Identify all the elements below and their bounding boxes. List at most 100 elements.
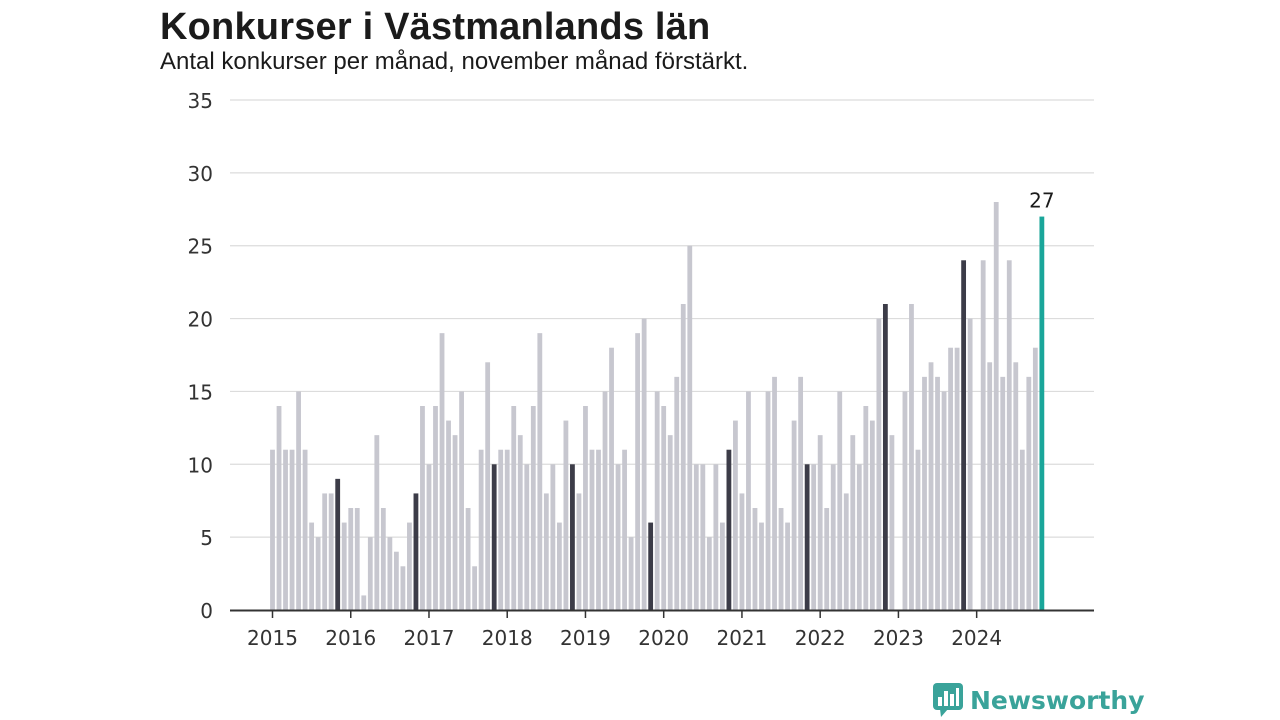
bar xyxy=(928,362,934,610)
bar xyxy=(863,406,869,610)
bar xyxy=(830,464,836,610)
bar xyxy=(824,508,830,610)
bar xyxy=(719,522,725,610)
bar xyxy=(341,522,347,610)
bar xyxy=(602,391,608,610)
bar-chart-speech-bubble-icon xyxy=(933,683,963,717)
bar xyxy=(387,537,393,610)
bar xyxy=(687,245,693,610)
bar xyxy=(472,566,478,610)
bar xyxy=(889,435,895,610)
bar xyxy=(322,493,328,610)
bar xyxy=(987,362,993,610)
bar xyxy=(693,464,699,610)
bar xyxy=(817,435,823,610)
bar xyxy=(615,464,621,610)
x-tick-label: 2020 xyxy=(638,626,689,650)
brand-logo: Newsworthy xyxy=(932,682,1145,718)
bar xyxy=(765,391,771,610)
bar xyxy=(700,464,706,610)
bar xyxy=(635,333,641,610)
bar xyxy=(426,464,432,610)
bar xyxy=(856,464,862,610)
bar xyxy=(576,493,582,610)
bar xyxy=(433,406,438,610)
bar xyxy=(413,493,419,610)
bar xyxy=(361,595,367,610)
bar xyxy=(504,449,510,610)
bar xyxy=(302,449,308,610)
bar xyxy=(759,522,764,610)
bar xyxy=(393,551,399,610)
bar xyxy=(296,391,301,610)
bar xyxy=(348,508,354,610)
bar xyxy=(941,391,947,610)
bar xyxy=(465,508,471,610)
bar xyxy=(1019,449,1025,610)
bar xyxy=(1039,216,1045,611)
bar xyxy=(328,493,334,610)
bar xyxy=(980,260,986,610)
bar xyxy=(530,406,536,610)
bar xyxy=(309,522,315,610)
bar xyxy=(778,508,784,610)
bar xyxy=(1032,347,1038,610)
bar xyxy=(876,318,882,610)
bar xyxy=(967,318,973,610)
bar xyxy=(954,347,960,610)
y-tick-label: 35 xyxy=(188,89,213,113)
bar xyxy=(948,347,953,610)
bar xyxy=(961,260,967,610)
bar xyxy=(374,435,380,610)
bar xyxy=(746,391,751,610)
bar xyxy=(902,391,908,610)
bar xyxy=(420,406,425,610)
bar xyxy=(680,304,686,610)
bar xyxy=(452,435,458,610)
bar xyxy=(511,406,517,610)
bar xyxy=(811,464,817,610)
brand-name: Newsworthy xyxy=(970,685,1145,715)
bar xyxy=(882,304,888,610)
bar xyxy=(270,449,275,610)
x-tick-label: 2024 xyxy=(951,626,1002,650)
bar xyxy=(1013,362,1019,610)
y-tick-label: 10 xyxy=(188,453,213,477)
bar xyxy=(380,508,386,610)
bar xyxy=(654,391,660,610)
bar xyxy=(772,376,777,610)
bar xyxy=(283,449,288,610)
x-tick-label: 2017 xyxy=(404,626,455,650)
bar xyxy=(1000,376,1006,610)
latest-value-label: 27 xyxy=(1029,189,1054,213)
bar xyxy=(589,449,595,610)
bar xyxy=(935,376,940,610)
bar xyxy=(628,537,634,610)
bar xyxy=(550,464,556,610)
bar xyxy=(798,376,804,610)
bar xyxy=(439,333,445,610)
y-tick-label: 5 xyxy=(200,526,213,550)
bar xyxy=(993,202,999,610)
bar xyxy=(478,449,484,610)
x-tick-label: 2021 xyxy=(716,626,767,650)
x-tick-label: 2023 xyxy=(873,626,924,650)
y-tick-label: 0 xyxy=(200,599,213,623)
bar xyxy=(583,406,588,610)
bar xyxy=(354,508,360,610)
bar xyxy=(537,333,543,610)
x-tick-label: 2019 xyxy=(560,626,611,650)
bar xyxy=(661,406,667,610)
bar xyxy=(869,420,875,610)
bar xyxy=(909,304,914,610)
bar xyxy=(400,566,406,610)
bar xyxy=(563,420,569,610)
bar xyxy=(570,464,575,610)
bar xyxy=(556,522,562,610)
bar xyxy=(733,420,738,610)
bar xyxy=(674,376,680,610)
bar xyxy=(791,420,797,610)
bar xyxy=(459,391,464,610)
bar xyxy=(485,362,491,610)
bar xyxy=(367,537,373,610)
